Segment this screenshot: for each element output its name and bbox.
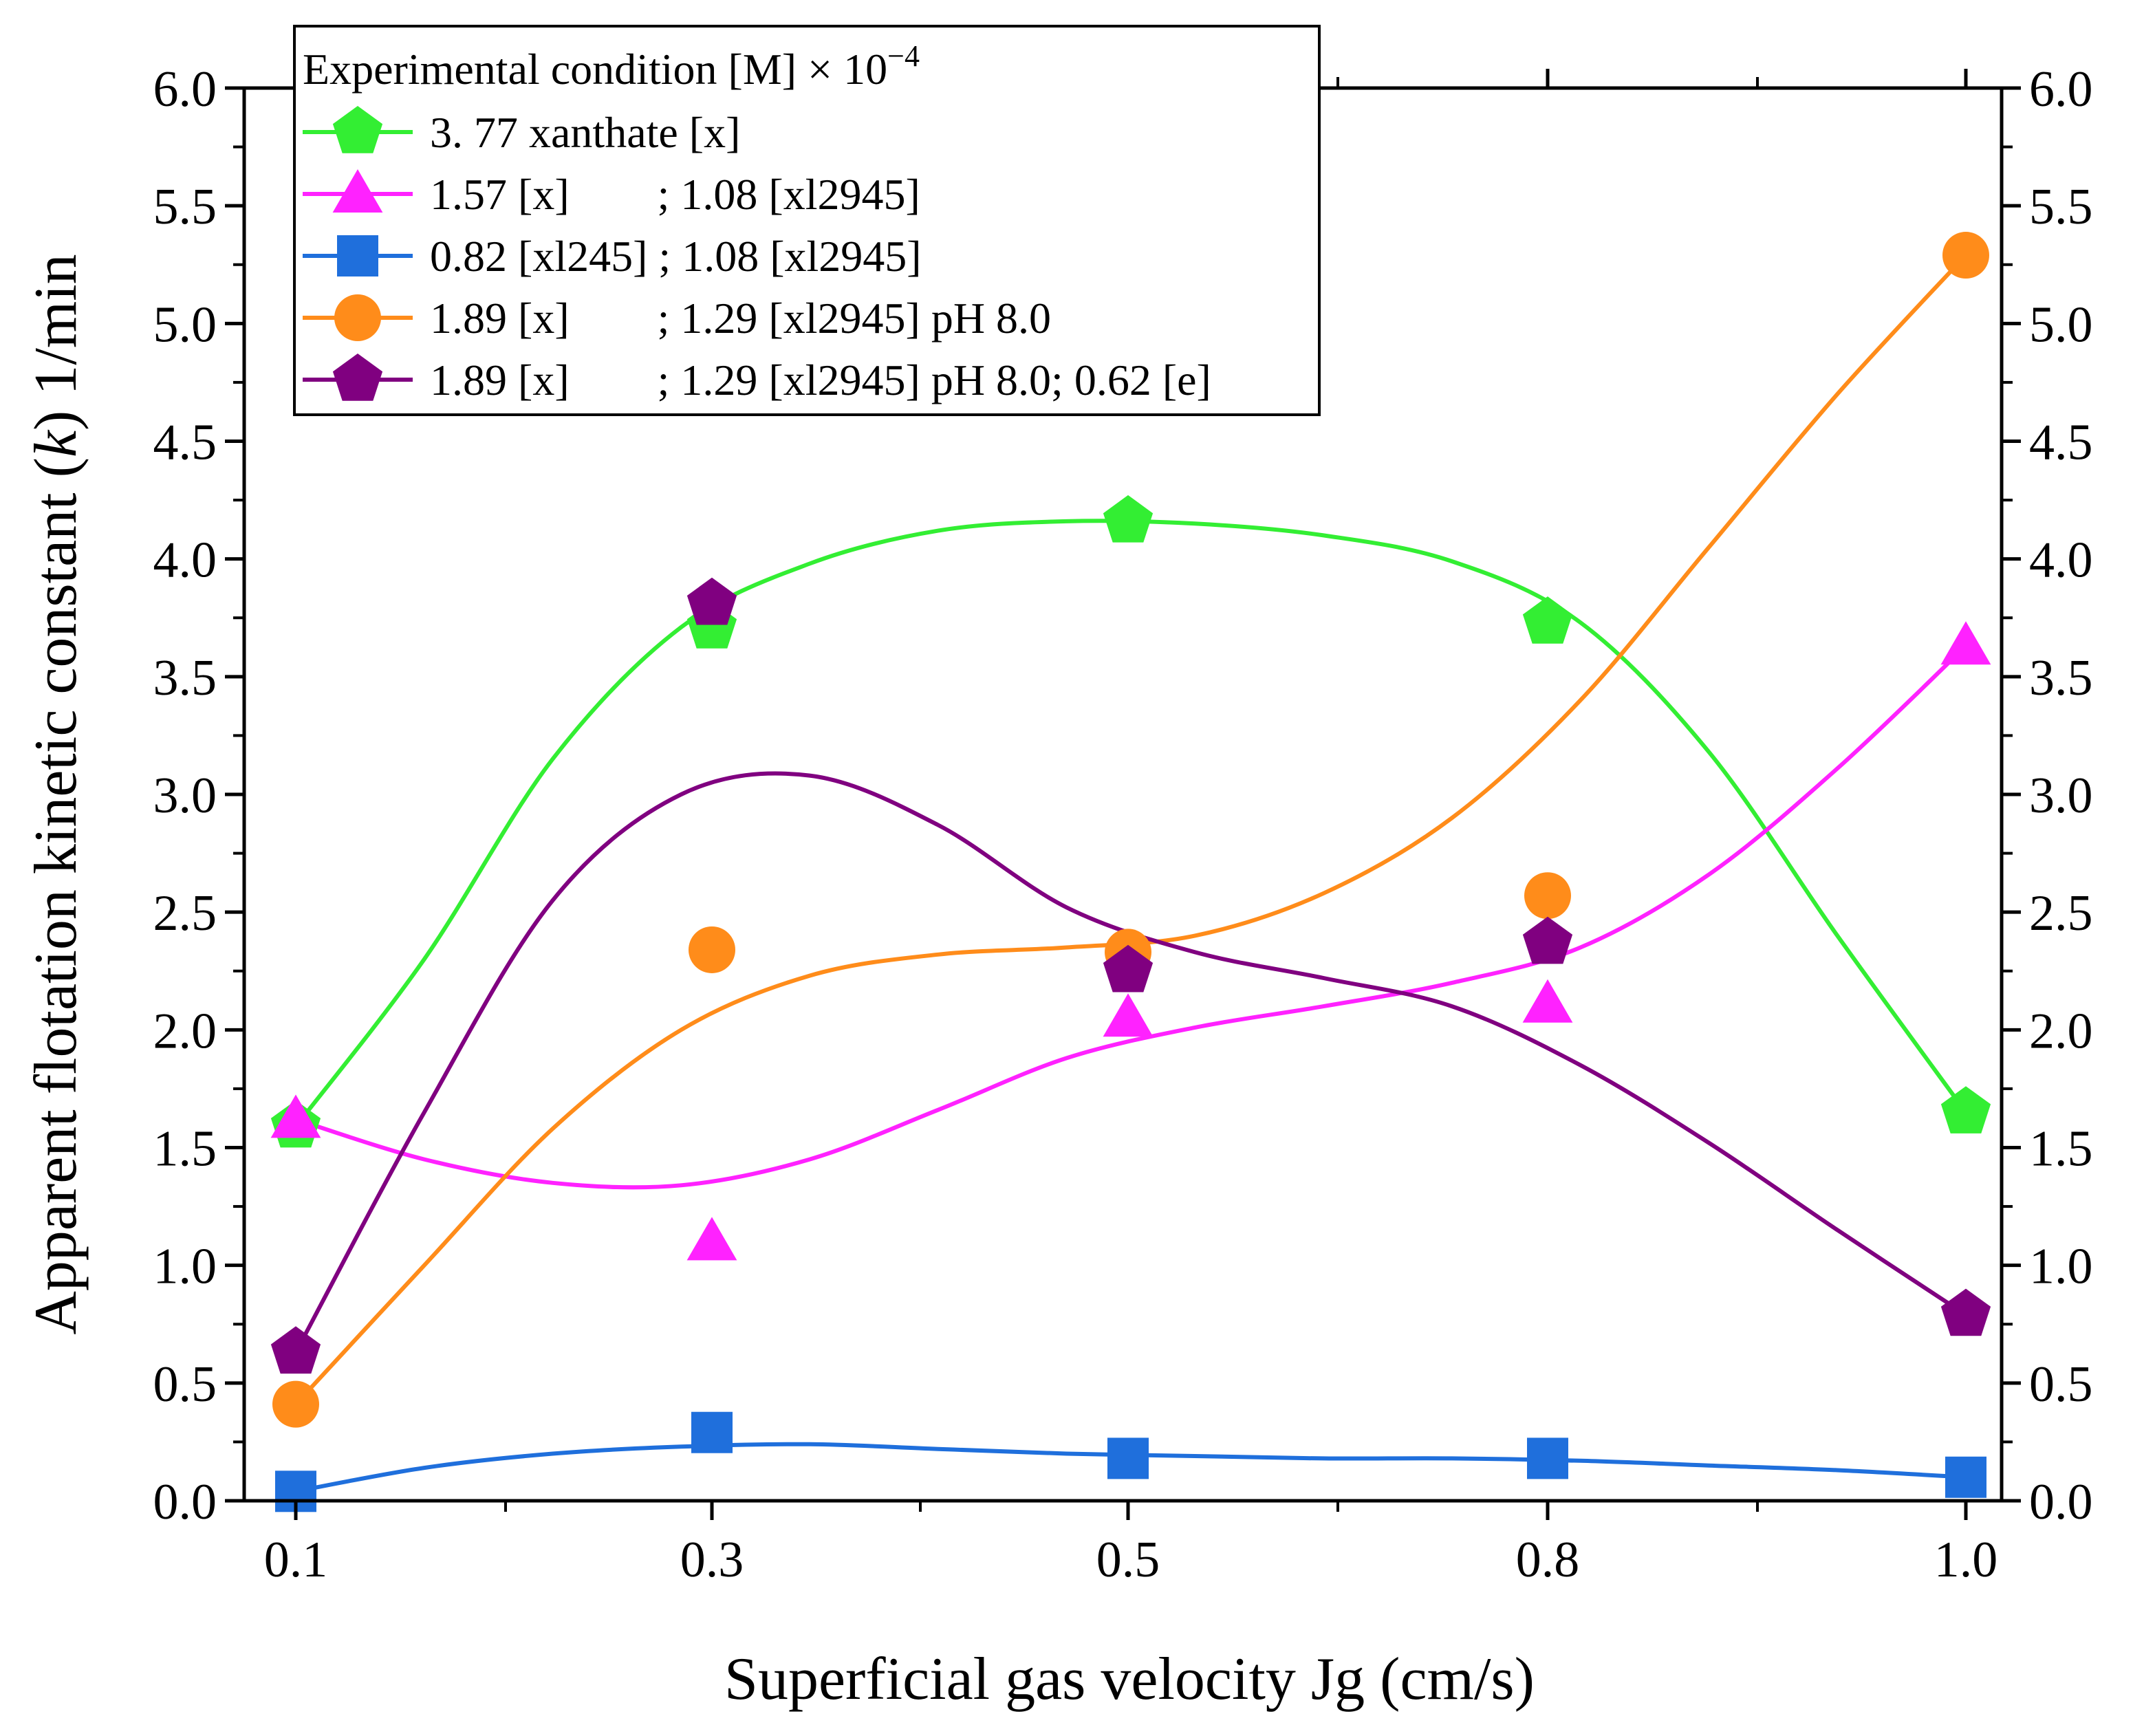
axis-ticks [225, 69, 2021, 1520]
legend-marker [334, 294, 381, 341]
legend-marker [332, 106, 383, 153]
y-tick-label-left: 1.5 [153, 1121, 217, 1178]
y-axis-title-part-1: Apparent flotation kinetic constant ( [23, 457, 89, 1335]
series-1-point [1522, 596, 1573, 644]
data-markers [270, 232, 1991, 1512]
legend-title-exponent: −4 [887, 39, 920, 73]
series-3-point [1945, 1456, 1986, 1498]
y-tick-label-left: 2.0 [153, 1003, 217, 1059]
legend-title: Experimental condition [M] × 10−4 [303, 39, 920, 94]
legend-label: 1.89 [x] ; 1.29 [xl2945] pH 8.0 [430, 294, 1051, 343]
legend: Experimental condition [M] × 10−4 3. 77 … [293, 25, 1321, 416]
y-tick-labels-left: 0.0 0.5 1.0 1.5 2.0 2.5 3.0 3.5 4.0 4.5 5.0 5.5 6.0 [153, 61, 217, 1530]
y-tick-label-left: 3.0 [153, 768, 217, 824]
y-axis-title: Apparent flotation kinetic constant (k) … [23, 254, 89, 1334]
x-tick-label: 0.3 [680, 1532, 744, 1588]
series-5-point [686, 577, 737, 625]
series-4-point [1524, 872, 1571, 920]
series-3-point [691, 1411, 733, 1453]
y-tick-label-left: 1.0 [153, 1239, 217, 1295]
y-tick-label-right: 1.0 [2029, 1239, 2093, 1295]
series-5-point [1103, 944, 1154, 992]
y-tick-label-right: 2.0 [2029, 1003, 2093, 1059]
y-tick-label-right: 2.5 [2029, 885, 2093, 942]
series-4-point [1942, 232, 1989, 279]
y-tick-label-left: 3.5 [153, 650, 217, 706]
y-tick-label-right: 5.5 [2029, 179, 2093, 235]
y-tick-label-right: 4.0 [2029, 532, 2093, 589]
series-1-point [1940, 1086, 1991, 1133]
legend-marker [332, 169, 383, 213]
y-tick-label-left: 5.0 [153, 296, 217, 353]
y-tick-label-left: 4.5 [153, 415, 217, 471]
legend-marker [337, 235, 378, 276]
series-5-point [1940, 1288, 1991, 1336]
y-tick-label-left: 5.5 [153, 179, 217, 235]
y-axis-title-part-2: ) 1/min [23, 254, 89, 431]
legend-label: 1.89 [x] ; 1.29 [xl2945] pH 8.0; 0.62 [e… [430, 356, 1211, 404]
legend-box [293, 25, 1321, 416]
series-5-point [1522, 916, 1573, 964]
y-axis-title-variable: k [23, 429, 89, 457]
series-2-fit-line [295, 644, 1968, 1190]
y-tick-label-left: 0.5 [153, 1356, 217, 1413]
legend-items: 3. 77 xanthate [x] 1.57 [x] ; 1.08 [xl294… [303, 106, 1211, 404]
legend-label: 3. 77 xanthate [x] [430, 108, 740, 157]
series-1-point [1103, 495, 1154, 543]
series-3-point [1107, 1437, 1149, 1479]
y-tick-label-right: 0.5 [2029, 1356, 2093, 1413]
series-3-point [1527, 1437, 1568, 1479]
y-tick-label-right: 4.5 [2029, 415, 2093, 471]
x-tick-label: 1.0 [1934, 1532, 1998, 1588]
x-tick-label: 0.5 [1096, 1532, 1160, 1588]
legend-label: 0.82 [xl245] ; 1.08 [xl2945] [430, 232, 922, 281]
series-5-point [270, 1326, 321, 1374]
y-tick-label-right: 5.0 [2029, 296, 2093, 353]
series-2-point [1522, 979, 1573, 1023]
x-tick-label: 0.1 [264, 1532, 328, 1588]
y-tick-label-right: 6.0 [2029, 61, 2093, 118]
fit-curves [294, 254, 1968, 1494]
y-tick-label-left: 2.5 [153, 885, 217, 942]
y-tick-label-right: 1.5 [2029, 1121, 2093, 1178]
series-2-point [686, 1217, 737, 1261]
series-2-point [1940, 621, 1991, 665]
y-tick-label-right: 3.5 [2029, 650, 2093, 706]
series-4-fit-line [294, 254, 1968, 1406]
y-tick-label-right: 0.0 [2029, 1474, 2093, 1530]
x-tick-labels: 0.1 0.3 0.5 0.8 1.0 [264, 1532, 1998, 1588]
legend-marker [332, 354, 383, 401]
y-tick-labels-right: 0.0 0.5 1.0 1.5 2.0 2.5 3.0 3.5 4.0 4.5 5.0 5.5 6.0 [2029, 61, 2093, 1530]
y-tick-label-left: 0.0 [153, 1474, 217, 1530]
y-tick-label-left: 4.0 [153, 532, 217, 589]
x-tick-label: 0.8 [1516, 1532, 1580, 1588]
legend-label: 1.57 [x] ; 1.08 [xl2945] [430, 170, 920, 219]
series-5-fit-line [294, 771, 1967, 1354]
series-4-point [272, 1380, 319, 1428]
x-axis-title: Superficial gas velocity Jg (cm/s) [724, 1646, 1535, 1713]
y-tick-label-right: 3.0 [2029, 768, 2093, 824]
legend-title-text: Experimental condition [M] × 10 [303, 45, 887, 94]
series-2-point [1103, 993, 1154, 1037]
series-4-point [689, 926, 735, 973]
series-2-point [270, 1094, 321, 1138]
y-tick-label-left: 6.0 [153, 61, 217, 118]
